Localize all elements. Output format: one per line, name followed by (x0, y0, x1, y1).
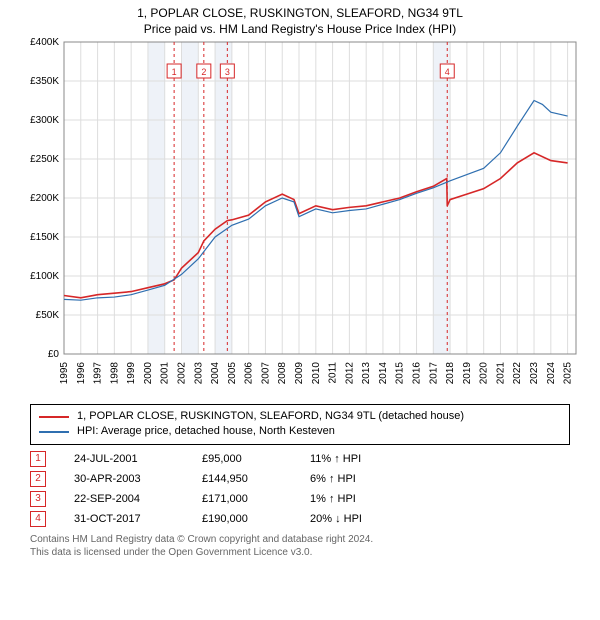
svg-text:2007: 2007 (260, 362, 271, 385)
svg-text:2018: 2018 (445, 362, 456, 385)
svg-text:2008: 2008 (277, 362, 288, 385)
svg-text:2010: 2010 (311, 362, 322, 385)
legend: 1, POPLAR CLOSE, RUSKINGTON, SLEAFORD, N… (30, 404, 570, 445)
svg-text:1998: 1998 (109, 362, 120, 385)
svg-text:£400K: £400K (30, 38, 59, 48)
svg-text:1: 1 (172, 67, 177, 77)
svg-text:1999: 1999 (126, 362, 137, 385)
svg-text:£150K: £150K (30, 232, 59, 243)
svg-text:1996: 1996 (76, 362, 87, 385)
svg-text:2000: 2000 (143, 362, 154, 385)
svg-text:2013: 2013 (361, 362, 372, 385)
svg-text:1995: 1995 (59, 362, 70, 385)
svg-text:£200K: £200K (30, 193, 59, 204)
svg-text:4: 4 (445, 67, 450, 77)
sale-row: 230-APR-2003£144,9506% ↑ HPI (30, 471, 570, 487)
svg-text:2016: 2016 (412, 362, 423, 385)
svg-text:£0: £0 (48, 349, 60, 360)
svg-text:£100K: £100K (30, 271, 59, 282)
sale-row: 431-OCT-2017£190,00020% ↓ HPI (30, 511, 570, 527)
svg-text:2023: 2023 (529, 362, 540, 385)
sale-row: 322-SEP-2004£171,0001% ↑ HPI (30, 491, 570, 507)
svg-text:2003: 2003 (193, 362, 204, 385)
svg-text:3: 3 (225, 67, 230, 77)
svg-text:£250K: £250K (30, 154, 59, 165)
svg-text:2024: 2024 (546, 362, 557, 385)
svg-text:2006: 2006 (244, 362, 255, 385)
svg-text:2012: 2012 (344, 362, 355, 385)
svg-text:2011: 2011 (328, 362, 339, 384)
svg-text:2001: 2001 (160, 362, 171, 385)
footer-text: Contains HM Land Registry data © Crown c… (30, 533, 570, 559)
svg-text:2019: 2019 (462, 362, 473, 385)
legend-label-2: HPI: Average price, detached house, Nort… (77, 424, 335, 439)
svg-text:2020: 2020 (479, 362, 490, 385)
svg-text:2017: 2017 (428, 362, 439, 385)
svg-text:£350K: £350K (30, 76, 59, 87)
chart-titles: 1, POPLAR CLOSE, RUSKINGTON, SLEAFORD, N… (0, 0, 600, 38)
svg-text:2005: 2005 (227, 362, 238, 385)
sale-row: 124-JUL-2001£95,00011% ↑ HPI (30, 451, 570, 467)
svg-text:2009: 2009 (294, 362, 305, 385)
title-line-1: 1, POPLAR CLOSE, RUSKINGTON, SLEAFORD, N… (8, 6, 592, 20)
sales-table: 124-JUL-2001£95,00011% ↑ HPI 230-APR-2003… (30, 451, 570, 527)
legend-label-1: 1, POPLAR CLOSE, RUSKINGTON, SLEAFORD, N… (77, 409, 464, 424)
svg-text:2: 2 (201, 67, 206, 77)
svg-text:2025: 2025 (563, 362, 574, 385)
price-chart: £0 £50K £100K £150K £200K £250K £300K £350K £400… (18, 38, 582, 398)
svg-text:2014: 2014 (378, 362, 389, 385)
title-line-2: Price paid vs. HM Land Registry's House … (8, 22, 592, 36)
svg-text:1997: 1997 (93, 362, 104, 385)
svg-text:2015: 2015 (395, 362, 406, 385)
svg-text:2021: 2021 (495, 362, 506, 385)
svg-text:2002: 2002 (177, 362, 188, 385)
svg-text:£50K: £50K (36, 310, 60, 321)
svg-text:£300K: £300K (30, 115, 59, 126)
svg-text:2004: 2004 (210, 362, 221, 385)
svg-text:2022: 2022 (512, 362, 523, 385)
